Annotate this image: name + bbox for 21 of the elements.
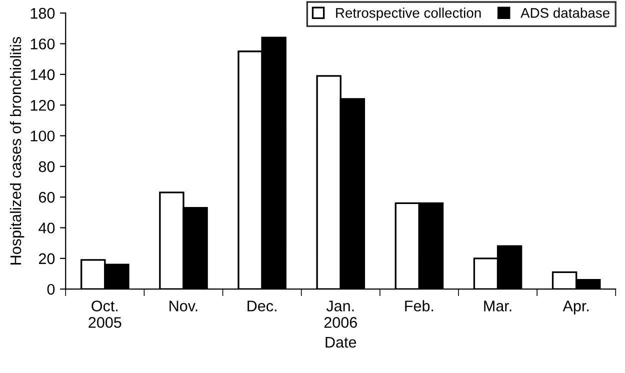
legend-label: Retrospective collection [336,8,481,21]
y-tick-label: 20 [38,253,55,264]
x-tick-label: Dec. [248,300,276,312]
y-axis-title: Hospitalized cases of bronchiolitis [10,36,24,264]
y-tick-label: 120 [30,100,55,111]
y-tick-label: 0 [47,284,55,295]
y-tick-label: 60 [38,192,55,203]
x-tick-label: Mar. [484,300,512,312]
x-tick-label: Oct. 2005 [88,300,122,328]
y-tick-label: 180 [30,8,55,19]
legend-label: ADS database [520,8,610,18]
x-axis-title: Date [326,337,356,348]
y-tick-label: 140 [30,69,55,80]
y-tick-label: 80 [38,161,55,172]
x-tick-label: Nov. [170,300,198,312]
x-tick-label: Feb. [405,300,434,312]
y-tick-label: 40 [38,222,55,234]
y-tick-label: 100 [30,130,55,142]
x-tick-label: Jan. 2006 [324,300,357,328]
y-tick-label: 160 [30,38,55,50]
x-tick-label: Apr. [562,300,589,314]
